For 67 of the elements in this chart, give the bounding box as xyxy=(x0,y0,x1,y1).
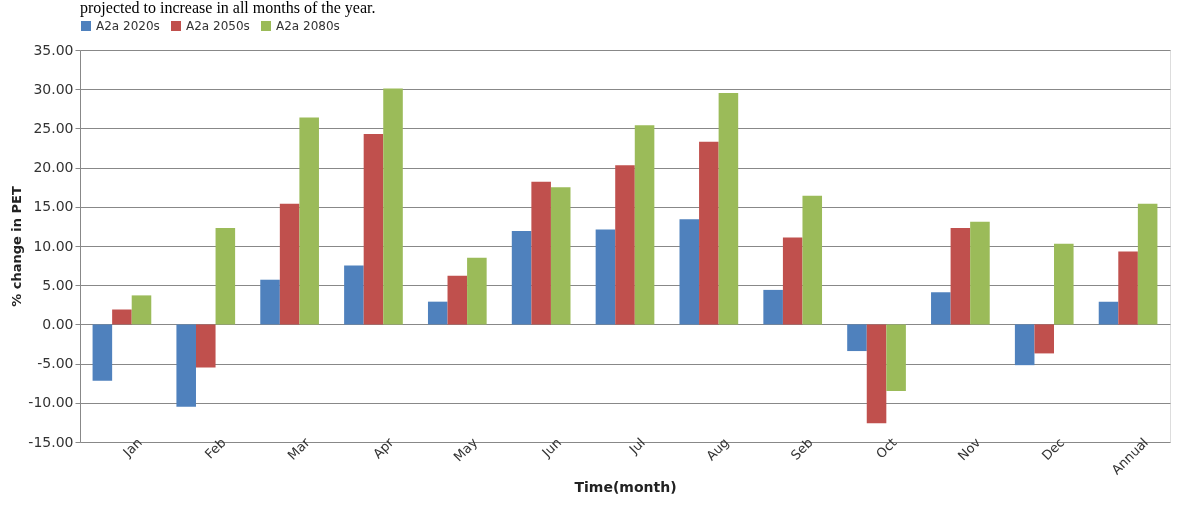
y-tick-label: -10.00 xyxy=(28,394,74,411)
y-tick-label: 15.00 xyxy=(33,198,74,215)
y-tick-label: 35.00 xyxy=(33,41,74,58)
x-tick-label: Jun xyxy=(538,434,565,461)
x-tick-label: Oct xyxy=(872,434,900,462)
y-tick-label: -5.00 xyxy=(37,355,74,372)
x-tick-label: Seb xyxy=(787,434,816,463)
x-tick-label: Dec xyxy=(1038,434,1068,464)
y-axis-title: % change in PET xyxy=(9,186,25,307)
legend-label: A2a 2050s xyxy=(186,19,250,33)
y-tick-label: -15.00 xyxy=(28,433,74,450)
x-axis-title: Time(month) xyxy=(574,479,677,496)
x-tick-label: Jul xyxy=(625,434,648,458)
bar xyxy=(847,324,867,352)
bar xyxy=(447,275,468,325)
bar xyxy=(634,125,655,325)
bar xyxy=(718,93,739,325)
bar xyxy=(176,324,196,407)
bar xyxy=(531,181,551,325)
x-tick-label: Feb xyxy=(201,434,229,462)
y-tick-label: 20.00 xyxy=(33,159,74,176)
bar xyxy=(195,324,216,368)
x-tick-label: Mar xyxy=(284,434,314,463)
bar xyxy=(344,265,364,325)
legend-label: A2a 2020s xyxy=(96,19,160,33)
bar xyxy=(299,117,319,325)
legend-label: A2a 2080s xyxy=(276,19,340,33)
bar xyxy=(886,324,906,392)
bar xyxy=(763,289,783,325)
y-tick-label: 30.00 xyxy=(33,80,74,97)
bar xyxy=(215,227,236,325)
bar xyxy=(950,227,971,325)
x-tick-label: Aug xyxy=(703,434,732,464)
bar xyxy=(260,279,280,325)
bar xyxy=(1118,251,1138,325)
bar xyxy=(112,309,132,325)
x-tick-label: Jan xyxy=(119,434,145,461)
bar xyxy=(1034,324,1055,354)
bar xyxy=(467,257,487,325)
bar xyxy=(699,141,719,325)
bar xyxy=(1137,203,1158,325)
y-tick-label: 10.00 xyxy=(33,237,74,254)
text: projected to increase in all months of the year. xyxy=(80,0,376,17)
bar xyxy=(363,133,384,325)
bar xyxy=(866,324,887,424)
bar xyxy=(1098,301,1119,325)
bar xyxy=(679,219,700,325)
bar xyxy=(802,195,823,325)
y-tick-label: 0.00 xyxy=(42,315,74,332)
bar xyxy=(131,295,152,325)
bar xyxy=(550,187,571,325)
bar xyxy=(511,231,532,325)
x-tick-label: Apr xyxy=(369,434,397,462)
bar xyxy=(615,165,635,325)
y-tick-label: 25.00 xyxy=(33,119,74,136)
bar xyxy=(970,221,990,325)
bar xyxy=(279,203,300,325)
y-tick-label: 5.00 xyxy=(42,276,74,293)
bar xyxy=(383,88,403,325)
bar xyxy=(782,237,803,325)
bar xyxy=(1014,324,1035,366)
x-tick-label: Nov xyxy=(954,434,984,464)
bar xyxy=(931,292,951,325)
bar xyxy=(595,229,616,325)
bar xyxy=(92,324,113,381)
bar xyxy=(427,301,448,325)
bar xyxy=(1054,243,1074,325)
